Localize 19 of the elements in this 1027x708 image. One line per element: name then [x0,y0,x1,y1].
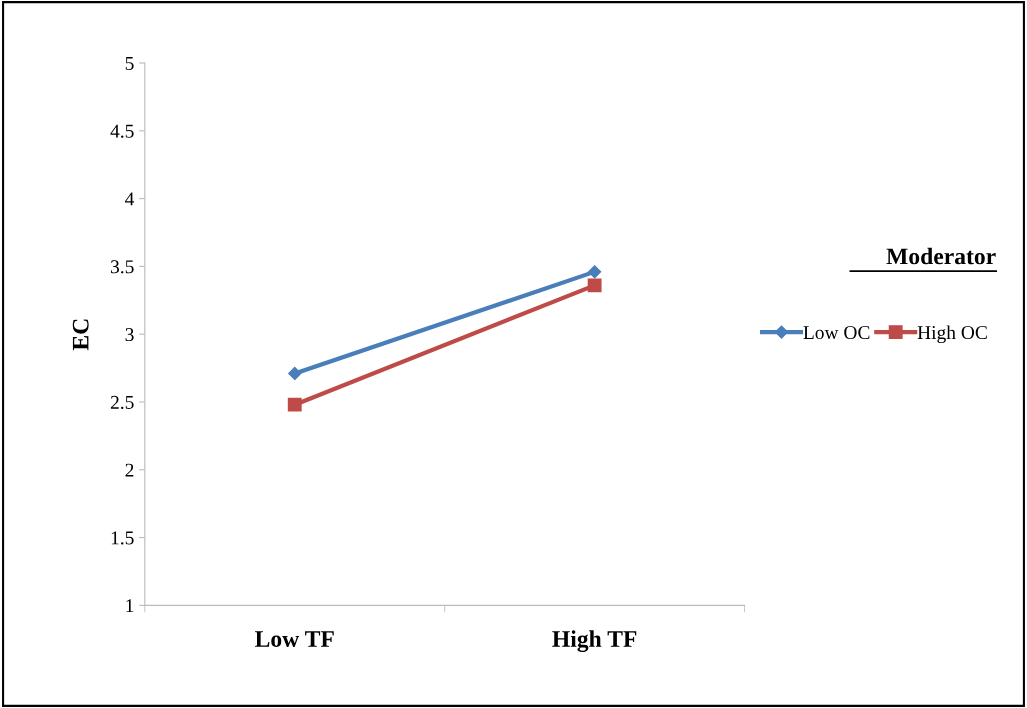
point [287,397,302,412]
legend-label: High OC [917,325,987,344]
y-tick-label: 3 [125,328,134,342]
y-tick-label: 2 [125,463,134,477]
point [587,278,602,293]
point [588,265,602,279]
x-tick-label: High TF [552,630,637,652]
y-tick-label: 5 [125,57,134,70]
point [288,366,302,381]
y-tick-label: 2.5 [110,395,134,409]
y-tick-label: 4 [125,192,135,206]
y-tick-label: 4.5 [110,124,134,138]
legend-label: Low OC [803,326,870,340]
y-tick-label: 1 [126,599,134,613]
y-tick-label: 1.5 [111,531,134,545]
x-tick-label: Low TF [255,631,334,647]
y-tick-label: 3.5 [111,260,134,274]
y-axis-title: EC [72,319,89,351]
legend-title: Moderator [886,247,996,265]
